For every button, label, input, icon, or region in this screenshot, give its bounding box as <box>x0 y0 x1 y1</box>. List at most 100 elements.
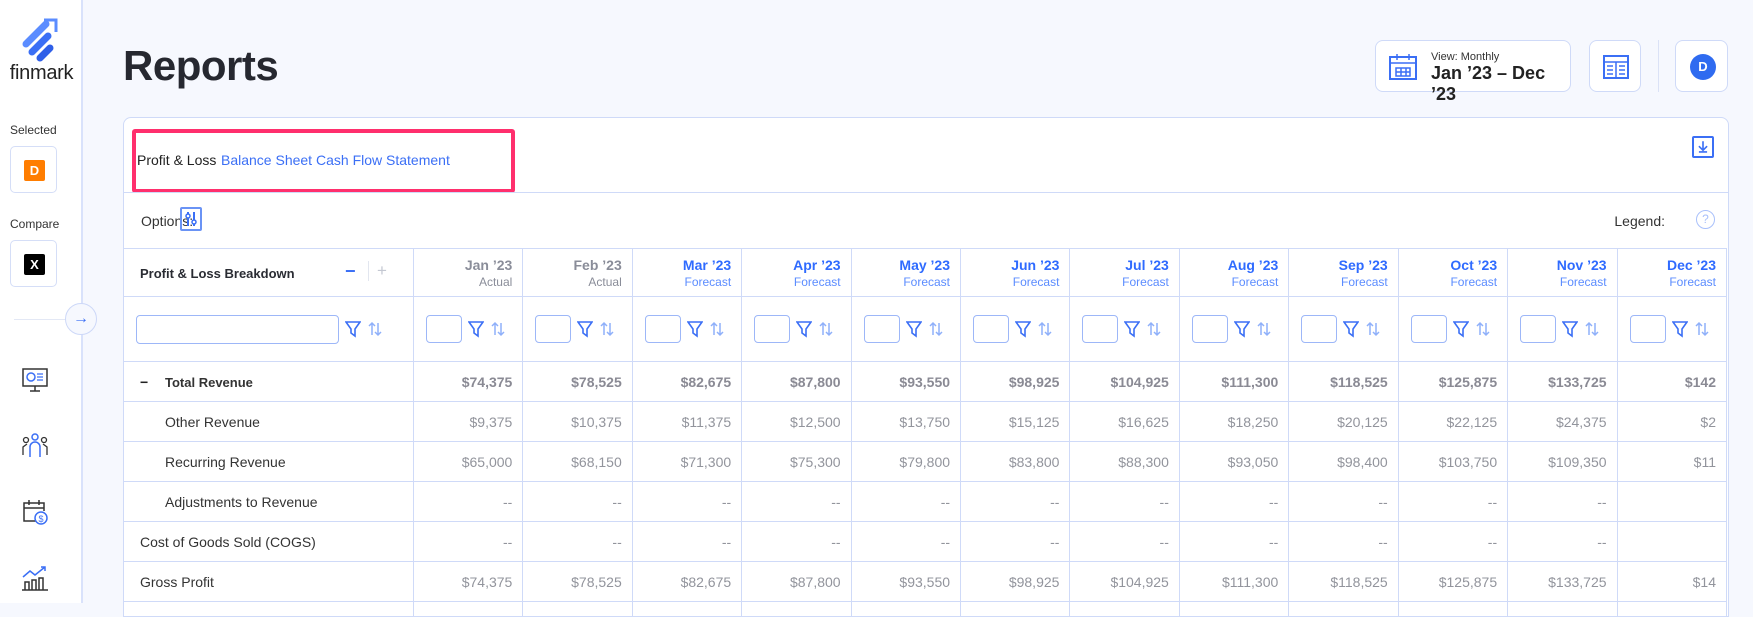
value-cell: $74,375 <box>413 562 522 602</box>
value-cell: -- <box>961 522 1070 562</box>
filter-cell <box>961 297 1070 362</box>
filter-icon[interactable] <box>577 320 593 338</box>
period-type: Actual <box>424 274 512 290</box>
table-row[interactable]: Gross Profit$74,375$78,525$82,675$87,800… <box>124 562 1727 602</box>
options-sliders-icon[interactable] <box>180 207 202 231</box>
value-filter-input[interactable] <box>1082 315 1118 343</box>
value-cell: $2 <box>1617 402 1726 442</box>
month-label: Sep ’23 <box>1299 256 1387 274</box>
sort-icon[interactable] <box>1037 320 1053 338</box>
sort-icon[interactable] <box>490 320 506 338</box>
filter-icon[interactable] <box>1234 320 1250 338</box>
filter-icon[interactable] <box>1672 320 1688 338</box>
value-cell: -- <box>632 482 741 522</box>
filter-icon[interactable] <box>906 320 922 338</box>
table-view-button[interactable] <box>1589 40 1641 92</box>
filter-cell <box>1179 297 1288 362</box>
chart-growth-icon[interactable] <box>20 563 50 593</box>
sort-icon[interactable] <box>1146 320 1162 338</box>
sort-icon[interactable] <box>367 320 383 338</box>
sort-icon[interactable] <box>599 320 615 338</box>
name-filter-input[interactable] <box>136 315 339 344</box>
row-label: Total Revenue <box>165 375 253 390</box>
download-icon[interactable] <box>1692 136 1714 158</box>
value-filter-input[interactable] <box>535 315 571 343</box>
compare-entity-button[interactable]: X <box>10 240 57 287</box>
collapse-all-button[interactable]: − <box>345 261 356 282</box>
value-filter-input[interactable] <box>1411 315 1447 343</box>
user-menu-button[interactable]: D <box>1675 40 1728 92</box>
value-filter-input[interactable] <box>754 315 790 343</box>
sort-icon[interactable] <box>709 320 725 338</box>
value-cell <box>1508 602 1617 617</box>
table-row[interactable]: Cost of Goods Sold (COGS)---------------… <box>124 522 1727 562</box>
dashboard-icon[interactable] <box>20 365 50 395</box>
value-cell <box>413 602 522 617</box>
tab-cash-flow-statement[interactable]: Cash Flow Statement <box>316 152 450 168</box>
value-filter-input[interactable] <box>645 315 681 343</box>
filter-icon[interactable] <box>1124 320 1140 338</box>
expand-all-button[interactable]: + <box>368 261 387 281</box>
tab-balance-sheet[interactable]: Balance Sheet <box>221 152 312 168</box>
expand-sidebar-button[interactable]: → <box>65 303 97 335</box>
month-label: May ’23 <box>862 256 950 274</box>
tab-profit-loss[interactable]: Profit & Loss <box>137 152 216 168</box>
value-filter-input[interactable] <box>1192 315 1228 343</box>
value-filter-input[interactable] <box>426 315 462 343</box>
sort-icon[interactable] <box>928 320 944 338</box>
value-filter-input[interactable] <box>1630 315 1666 343</box>
breakdown-title: Profit & Loss Breakdown <box>140 266 295 281</box>
selected-label: Selected <box>10 123 57 137</box>
value-filter-input[interactable] <box>973 315 1009 343</box>
value-cell: $75,300 <box>742 442 851 482</box>
collapse-row-toggle[interactable]: − <box>140 374 165 390</box>
value-filter-input[interactable] <box>864 315 900 343</box>
filter-icon[interactable] <box>796 320 812 338</box>
filter-icon[interactable] <box>1343 320 1359 338</box>
sort-icon[interactable] <box>1365 320 1381 338</box>
value-cell: $13,750 <box>851 402 960 442</box>
filter-icon[interactable] <box>345 320 361 338</box>
filter-icon[interactable] <box>687 320 703 338</box>
value-cell: -- <box>413 482 522 522</box>
team-icon[interactable] <box>20 431 50 461</box>
table-row[interactable]: Other Revenue$9,375$10,375$11,375$12,500… <box>124 402 1727 442</box>
sort-icon[interactable] <box>1584 320 1600 338</box>
value-filter-input[interactable] <box>1301 315 1337 343</box>
filter-cell <box>851 297 960 362</box>
calendar-dollar-icon[interactable]: $ <box>20 497 50 527</box>
value-cell: -- <box>742 482 851 522</box>
row-label: Adjustments to Revenue <box>165 494 318 510</box>
filter-cell <box>1070 297 1179 362</box>
table-row[interactable] <box>124 602 1727 617</box>
filter-icon[interactable] <box>1015 320 1031 338</box>
filter-icon[interactable] <box>1453 320 1469 338</box>
filter-icon[interactable] <box>1562 320 1578 338</box>
value-filter-input[interactable] <box>1520 315 1556 343</box>
sort-icon[interactable] <box>1694 320 1710 338</box>
sort-icon[interactable] <box>818 320 834 338</box>
sort-icon[interactable] <box>1256 320 1272 338</box>
table-row[interactable]: −Total Revenue$74,375$78,525$82,675$87,8… <box>124 362 1727 402</box>
selected-entity-button[interactable]: D <box>10 146 57 193</box>
filter-icon[interactable] <box>468 320 484 338</box>
table-row[interactable]: Recurring Revenue$65,000$68,150$71,300$7… <box>124 442 1727 482</box>
value-cell: -- <box>851 482 960 522</box>
date-range-button[interactable]: View: Monthly Jan ’23 – Dec ’23 <box>1375 40 1571 92</box>
help-icon[interactable]: ? <box>1696 210 1715 229</box>
value-cell: -- <box>742 522 851 562</box>
sort-icon[interactable] <box>1475 320 1491 338</box>
table-row[interactable]: Adjustments to Revenue------------------… <box>124 482 1727 522</box>
